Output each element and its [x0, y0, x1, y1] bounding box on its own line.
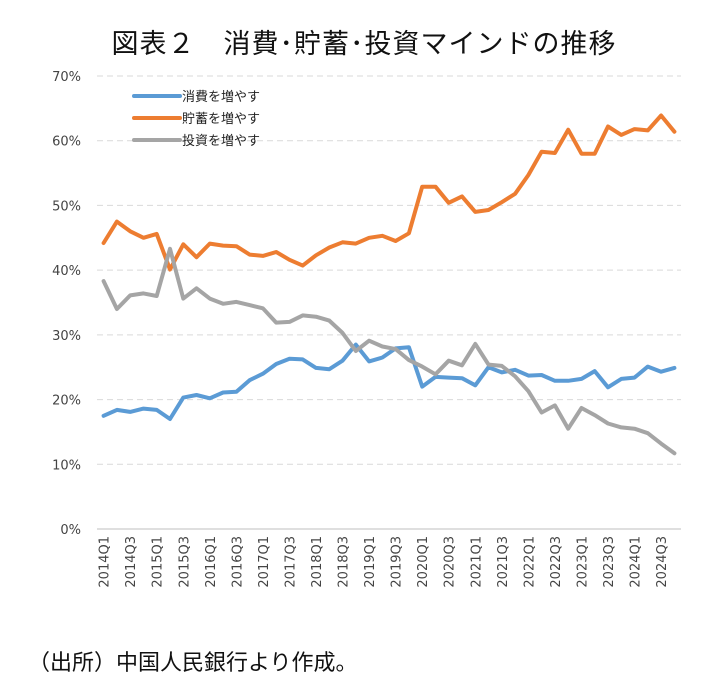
x-tick-label: 2017Q3	[283, 536, 298, 588]
y-tick-label: 0%	[60, 523, 81, 538]
x-tick-label: 2018Q1	[310, 536, 325, 588]
x-tick-label: 2020Q3	[443, 536, 458, 588]
x-tick-label: 2016Q3	[230, 536, 245, 588]
x-tick-label: 2021Q3	[496, 536, 511, 588]
y-tick-label: 30%	[52, 329, 81, 344]
axes: 0% 10% 20% 30% 40% 50% 60% 70% 2014Q1 2014Q3 2015Q…	[52, 70, 670, 588]
x-tick-label: 2022Q1	[522, 536, 537, 588]
x-tick-label: 2024Q1	[629, 536, 644, 588]
series-line-1	[101, 342, 677, 421]
x-tick-label: 2023Q3	[602, 536, 617, 588]
x-tick-label: 2020Q1	[416, 536, 431, 588]
x-tick-label: 2019Q1	[363, 536, 378, 588]
x-tick-label: 2015Q1	[151, 536, 166, 588]
line-chart: 0% 10% 20% 30% 40% 50% 60% 70% 2014Q1 2014Q3 2015Q…	[52, 70, 681, 588]
y-tick-label: 60%	[52, 135, 81, 150]
x-tick-label: 2014Q1	[98, 536, 113, 588]
gridlines	[97, 75, 681, 530]
source-note: （出所）中国人民銀行より作成。	[28, 651, 358, 676]
y-tick-label: 70%	[52, 70, 81, 85]
legend-label: 消費を増やす	[182, 90, 260, 105]
x-tick-label: 2014Q3	[124, 536, 139, 588]
y-tick-label: 40%	[52, 264, 81, 279]
series-line-3	[101, 246, 677, 456]
x-tick-label: 2018Q3	[337, 536, 352, 588]
chart-title: 図表２ 消費･貯蓄･投資マインドの推移	[111, 29, 617, 60]
x-tick-label: 2017Q1	[257, 536, 272, 588]
series-lines	[101, 113, 677, 456]
x-tick-label: 2022Q3	[549, 536, 564, 588]
y-tick-label: 10%	[52, 458, 81, 473]
x-tick-label: 2016Q1	[204, 536, 219, 588]
x-tick-label: 2023Q1	[575, 536, 590, 588]
x-tick-label: 2015Q3	[177, 536, 192, 588]
x-tick-label: 2019Q3	[390, 536, 405, 588]
x-tick-label: 2024Q3	[655, 536, 670, 588]
series-line-2	[101, 113, 677, 272]
x-tick-label: 2021Q1	[469, 536, 484, 588]
legend-label: 貯蓄を増やす	[182, 112, 260, 127]
y-tick-label: 50%	[52, 199, 81, 214]
legend-label: 投資を増やす	[182, 133, 260, 149]
y-tick-label: 20%	[52, 394, 81, 409]
